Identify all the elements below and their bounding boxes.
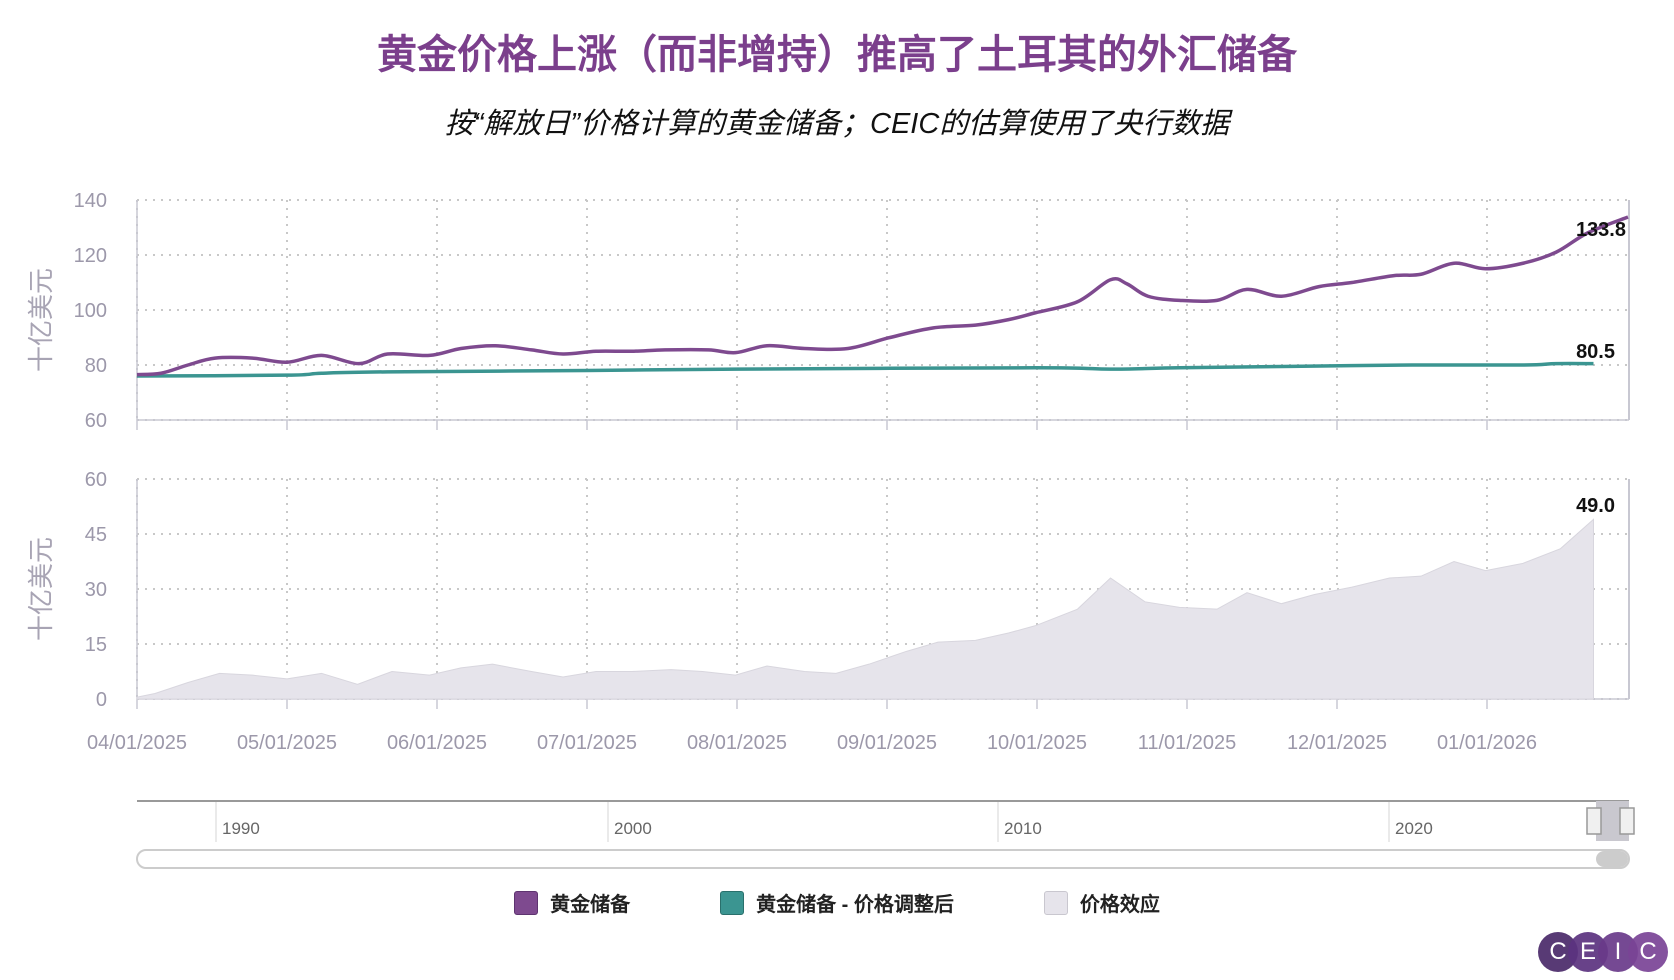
y-tick-label: 140 (74, 190, 107, 212)
x-tick-label: 01/01/2026 (1437, 732, 1537, 754)
logo-letter: C (1538, 932, 1578, 972)
navigator-label: 2020 (1395, 819, 1433, 838)
legend-item-adjusted[interactable]: 黄金储备 - 价格调整后 (720, 888, 954, 917)
legend-label: 黄金储备 (550, 894, 631, 916)
logo-letter: C (1628, 932, 1668, 972)
legend: 黄金储备 黄金储备 - 价格调整后 价格效应 (0, 888, 1674, 917)
navigator-label: 1990 (222, 819, 260, 838)
gold-reserves-line (136, 215, 1629, 377)
adjusted-gold-line (136, 361, 1594, 378)
y-tick-label: 120 (74, 245, 107, 267)
navigator-label: 2000 (614, 819, 652, 838)
effect-end-label: 49.0 (1576, 495, 1615, 517)
legend-label: 价格效应 (1079, 894, 1160, 916)
y-tick-label: 30 (85, 579, 107, 601)
adjusted-end-label: 80.5 (1576, 341, 1615, 363)
legend-item-gold[interactable]: 黄金储备 (514, 888, 630, 917)
legend-item-effect[interactable]: 价格效应 (1043, 888, 1160, 917)
y-tick-label: 0 (96, 689, 107, 711)
x-tick-label: 11/01/2025 (1138, 732, 1237, 754)
navigator-label: 2010 (1004, 819, 1042, 838)
navigator-right-handle[interactable] (1619, 807, 1635, 835)
top-y-axis-label: 十亿美元 (26, 268, 56, 372)
y-tick-label: 15 (85, 634, 107, 656)
ceic-logo: C E I C (1538, 932, 1668, 972)
x-tick-label: 05/01/2025 (237, 732, 337, 754)
x-tick-label: 07/01/2025 (537, 732, 637, 754)
y-tick-label: 100 (74, 300, 107, 322)
legend-swatch (514, 890, 539, 915)
legend-label: 黄金储备 - 价格调整后 (756, 894, 954, 916)
bottom-y-axis-label: 十亿美元 (26, 537, 56, 641)
scrollbar-thumb[interactable] (1596, 851, 1628, 867)
chart-subtitle: 按“解放日”价格计算的黄金储备；CEIC的估算使用了央行数据 (444, 108, 1230, 140)
navigator[interactable]: 1990 2000 2010 2020 (136, 800, 1635, 869)
navigator-left-handle[interactable] (1586, 807, 1602, 835)
legend-swatch (1043, 890, 1068, 915)
x-tick-label: 12/01/2025 (1287, 732, 1387, 754)
x-tick-label: 08/01/2025 (687, 732, 787, 754)
chart-title: 黄金价格上涨（而非增持）推高了土耳其的外汇储备 (377, 33, 1297, 77)
x-tick-label: 10/01/2025 (987, 732, 1087, 754)
y-tick-label: 80 (85, 355, 107, 377)
gold-end-label: 133.8 (1576, 219, 1626, 241)
y-tick-label: 45 (85, 524, 107, 546)
price-effect-area (136, 518, 1594, 700)
scrollbar-track[interactable] (136, 849, 1630, 869)
x-tick-label: 09/01/2025 (837, 732, 937, 754)
y-tick-label: 60 (85, 469, 107, 491)
y-tick-label: 60 (85, 410, 107, 432)
x-tick-label: 04/01/2025 (87, 732, 187, 754)
legend-swatch (720, 890, 745, 915)
x-tick-label: 06/01/2025 (387, 732, 487, 754)
